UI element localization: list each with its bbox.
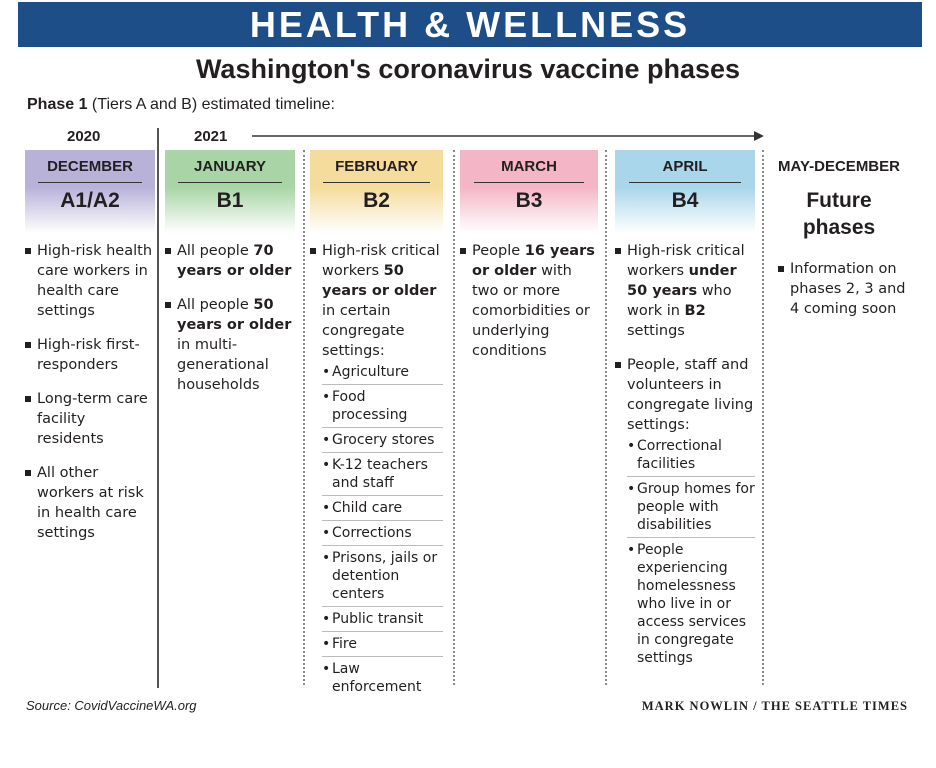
list-item: All people 70 years or older — [165, 241, 295, 281]
item-emphasis: 50 years or older — [177, 297, 292, 333]
column-december: DECEMBER A1/A2 High-risk health care worke… — [25, 150, 155, 557]
item-emphasis: 16 years or older — [472, 243, 595, 279]
sub-list-item: Correctional facilities — [627, 437, 755, 477]
header-rule — [629, 182, 741, 183]
sub-list-item: Grocery stores — [322, 431, 443, 453]
header-rule — [473, 182, 585, 183]
sub-list-item: Fire — [322, 635, 443, 657]
month-label: MARCH — [501, 158, 557, 175]
month-header: FEBRUARY B2 — [310, 150, 443, 233]
item-text: in certain congregate settings: — [322, 303, 405, 359]
item-text: with two or more comorbidities or underl… — [472, 263, 590, 359]
month-header: MARCH B3 — [460, 150, 598, 233]
item-text: High-risk first-responders — [37, 337, 140, 373]
sub-list-item: Agriculture — [322, 363, 443, 385]
page-title: Washington's coronavirus vaccine phases — [195, 54, 741, 84]
tier-label: B1 — [216, 189, 244, 212]
sub-list-item: Public transit — [322, 610, 443, 632]
sub-list: Correctional facilitiesGroup homes for p… — [627, 437, 755, 670]
month-label: JANUARY — [194, 158, 266, 175]
timeline-arrow-icon — [252, 131, 764, 141]
year-divider — [157, 128, 159, 688]
column-divider — [303, 150, 305, 685]
column-divider — [453, 150, 455, 685]
list-item: Information on phases 2, 3 and 4 coming … — [778, 259, 910, 319]
section-banner: HEALTH & WELLNESS — [18, 2, 922, 47]
header-rule — [38, 182, 142, 183]
item-text: High-risk critical workers — [627, 243, 745, 279]
sub-list-item: People experiencing homelessness who liv… — [627, 541, 755, 670]
source-note: Source: CovidVaccineWA.org — [26, 698, 197, 713]
sub-list-item: Food processing — [322, 388, 443, 428]
item-text: who work in — [627, 283, 732, 319]
month-label: DECEMBER — [47, 158, 133, 175]
sub-list-item: K-12 teachers and staff — [322, 456, 443, 496]
item-text: All other workers at risk in health care… — [37, 465, 144, 541]
sub-list-item: Group homes for people with disabilities — [627, 480, 755, 538]
item-text: Information on phases 2, 3 and 4 coming … — [790, 261, 906, 317]
header-rule — [178, 182, 282, 183]
column-divider — [605, 150, 607, 685]
list-item: High-risk first-responders — [25, 335, 155, 375]
header-rule — [323, 182, 430, 183]
item-text: All people — [177, 243, 254, 259]
item-text: People — [472, 243, 525, 259]
credit-line: MARK NOWLIN / THE SEATTLE TIMES — [641, 699, 908, 713]
tier-label: B2 — [363, 189, 390, 212]
list-item: People, staff and volunteers in congrega… — [615, 355, 755, 670]
timeline-subtitle: Phase 1 (Tiers A and B) estimated timeli… — [27, 96, 335, 114]
month-label: APRIL — [662, 158, 708, 175]
list-item: All other workers at risk in health care… — [25, 463, 155, 543]
column-future: MAY-DECEMBER Future phases Information o… — [768, 150, 910, 333]
item-emphasis: 50 years or older — [322, 263, 437, 299]
column-march: MARCH B3 People 16 years or older with two… — [460, 150, 598, 375]
year-2020-label: 2020 — [67, 128, 101, 145]
item-emphasis: 70 years or older — [177, 243, 292, 279]
sub-list-item: Child care — [322, 499, 443, 521]
sub-list-item: Law enforcement — [322, 660, 443, 699]
list-item: All people 50 years or older in multi-ge… — [165, 295, 295, 395]
column-january: JANUARY B1 All people 70 years or older All… — [165, 150, 295, 409]
month-header: JANUARY B1 — [165, 150, 295, 233]
tier-label: A1/A2 — [60, 189, 120, 212]
sub-list-item: Prisons, jails or detention centers — [322, 549, 443, 607]
year-2021-label: 2021 — [194, 128, 228, 145]
month-label: MAY-DECEMBER — [778, 158, 900, 175]
item-text: People, staff and volunteers in congrega… — [627, 357, 754, 433]
list-item: People 16 years or older with two or mor… — [460, 241, 598, 361]
subtitle-phase: Phase 1 — [27, 96, 88, 113]
list-item: High-risk health care workers in health … — [25, 241, 155, 321]
column-february: FEBRUARY B2 High-risk critical workers 50 … — [310, 150, 443, 713]
item-text: High-risk health care workers in health … — [37, 243, 153, 319]
item-text: settings — [627, 323, 685, 339]
month-header: DECEMBER A1/A2 — [25, 150, 155, 233]
item-emphasis: B2 — [684, 303, 706, 319]
future-phases-title: Future phases — [802, 189, 876, 239]
list-item: High-risk critical workers under 50 year… — [615, 241, 755, 341]
tier-label: B3 — [515, 189, 543, 212]
month-label: FEBRUARY — [335, 158, 418, 175]
column-april: APRIL B4 High-risk critical workers under … — [615, 150, 755, 684]
item-text: All people — [177, 297, 254, 313]
list-item: High-risk critical workers 50 years or o… — [310, 241, 443, 699]
list-item: Long-term care facility residents — [25, 389, 155, 449]
item-text: in multi-generational households — [177, 337, 269, 393]
sub-list: Agriculture Food processing Grocery stores… — [322, 363, 443, 699]
item-emphasis: under 50 years — [627, 263, 737, 299]
item-text: Long-term care facility residents — [37, 391, 148, 447]
column-divider — [762, 150, 764, 685]
item-text: High-risk critical workers — [322, 243, 440, 279]
subtitle-rest: (Tiers A and B) estimated timeline: — [87, 96, 335, 113]
tier-label: B4 — [671, 189, 699, 212]
month-header: APRIL B4 — [615, 150, 755, 233]
sub-list-item: Corrections — [322, 524, 443, 546]
